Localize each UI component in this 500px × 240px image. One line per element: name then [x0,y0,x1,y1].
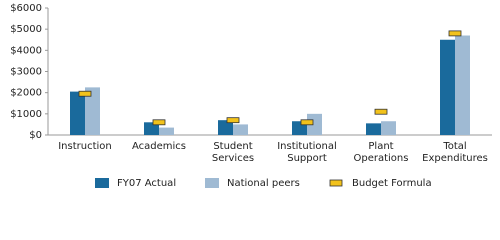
bar [440,39,455,135]
x-tick-label: Institutional Support [277,141,337,164]
bar [70,91,85,135]
legend-swatch [329,179,343,187]
budget-marker [448,30,462,37]
budget-marker [374,108,388,115]
x-tick-line: Total [442,141,466,152]
x-tick-line: Support [287,153,327,164]
x-tick-line: Services [212,153,254,164]
x-tick-line: Plant [368,141,393,152]
bar [455,35,470,136]
bar [144,122,159,135]
x-tick-label: Plant Operations [354,141,409,164]
bar [381,121,396,135]
bar [233,124,248,135]
y-tick-label: $0 [29,130,42,141]
legend-label: Budget Formula [352,178,432,189]
y-tick-label: $5000 [10,24,42,35]
y-tick-label: $2000 [10,88,42,99]
bar [366,123,381,135]
legend-swatch [95,178,109,188]
bar [307,113,322,135]
chart: $0 $1000 $2000 $3000 $4000 $5000 $6000 Instruct… [10,3,492,189]
x-tick-line: Expenditures [422,153,488,164]
x-tick-line: Academics [132,141,186,152]
page: $0 $1000 $2000 $3000 $4000 $5000 $6000 Instruct… [10,3,492,189]
budget-marker [300,119,314,126]
legend-label: FY07 Actual [117,178,176,189]
y-tick-label: $1000 [10,109,42,120]
y-tick-label: $3000 [10,67,42,78]
bar [159,127,174,135]
x-tick-label: Total Expenditures [422,141,488,164]
bar [218,120,233,135]
x-tick-line: Instruction [58,141,112,152]
legend-swatch [205,178,219,188]
budget-marker [152,119,166,126]
x-tick-line: Institutional [277,141,337,152]
y-tick-label: $6000 [10,3,42,14]
x-tick-label: Instruction [58,141,112,152]
budget-marker [78,90,92,97]
x-tick-line: Operations [354,153,409,164]
x-tick-label: Academics [132,141,186,152]
bar [85,87,100,135]
x-tick-line: Student [213,141,252,152]
x-tick-label: Student Services [212,141,254,164]
budget-marker [226,117,240,124]
y-tick-label: $4000 [10,45,42,56]
legend-label: National peers [227,178,300,189]
